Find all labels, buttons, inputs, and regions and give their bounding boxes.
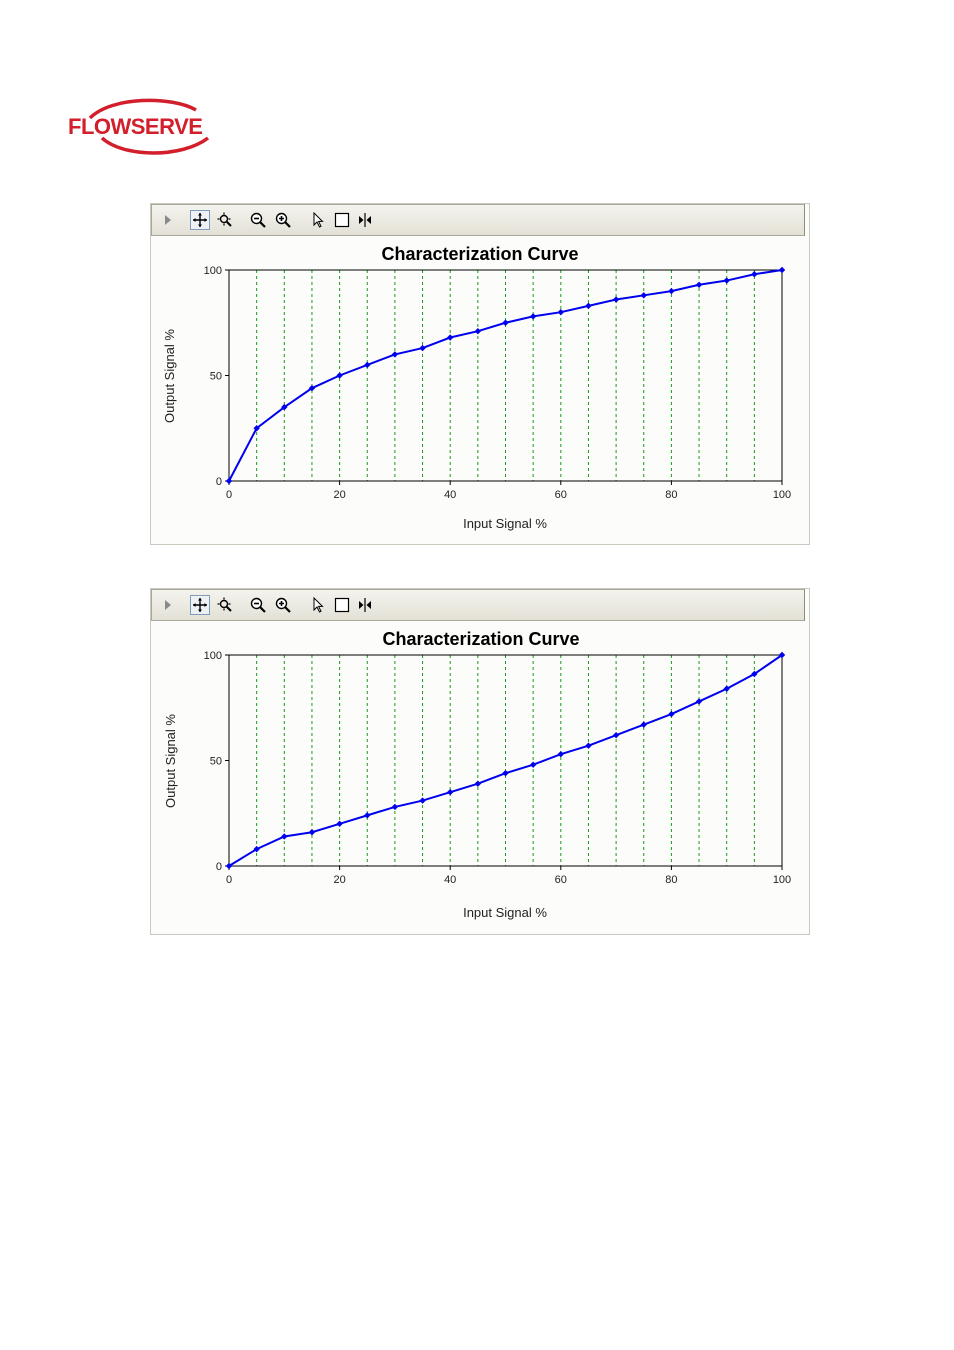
data-point xyxy=(640,721,647,728)
select-box-icon[interactable] xyxy=(332,210,352,230)
zoom-in-icon[interactable] xyxy=(273,595,293,615)
data-point xyxy=(419,344,426,352)
logo-graphic: FLOWSERVE xyxy=(68,98,210,155)
cursor-marker-icon[interactable] xyxy=(355,210,375,230)
data-point xyxy=(778,266,786,274)
chart-plot: Characterization Curve Input Signal % Ou… xyxy=(162,244,791,531)
chart-plot: Characterization Curve Input Signal % Ou… xyxy=(163,629,791,920)
data-point xyxy=(419,797,426,804)
data-point xyxy=(225,477,233,485)
data-point xyxy=(253,425,260,432)
chart-title: Characterization Curve xyxy=(382,629,579,649)
data-point xyxy=(668,287,675,295)
zoom-in-icon[interactable] xyxy=(273,210,293,230)
data-point xyxy=(474,327,482,335)
data-point xyxy=(723,685,730,692)
data-point xyxy=(751,670,758,678)
data-point xyxy=(391,351,399,358)
expand-arrow-icon[interactable] xyxy=(158,210,178,230)
data-point xyxy=(281,833,288,840)
data-point xyxy=(308,384,316,392)
pan-icon[interactable] xyxy=(190,595,210,615)
y-tick-label: 0 xyxy=(216,476,222,488)
data-point xyxy=(502,769,509,777)
x-tick-label: 0 xyxy=(226,489,232,501)
data-point xyxy=(585,302,592,310)
data-point xyxy=(695,281,703,288)
x-axis-label: Input Signal % xyxy=(463,516,547,531)
data-point xyxy=(308,829,316,836)
data-point xyxy=(281,403,288,411)
logo-swoosh-bottom xyxy=(100,136,210,155)
pointer-icon[interactable] xyxy=(308,210,328,230)
chart-panel-1: Characterization Curve Input Signal % Ou… xyxy=(150,203,810,545)
logo-text: FLOWSERVE xyxy=(68,114,202,139)
data-point xyxy=(640,292,647,299)
select-box-icon[interactable] xyxy=(332,595,352,615)
data-point xyxy=(474,780,482,787)
data-point xyxy=(447,334,454,341)
x-tick-label: 100 xyxy=(773,874,791,886)
zoom-area-icon[interactable] xyxy=(215,210,235,230)
flowserve-logo: FLOWSERVE xyxy=(62,96,222,160)
x-tick-label: 100 xyxy=(773,489,791,501)
data-point xyxy=(585,742,592,749)
y-tick-label: 50 xyxy=(210,371,222,383)
x-tick-label: 80 xyxy=(665,874,677,886)
data-point xyxy=(612,731,620,739)
data-point xyxy=(557,309,564,316)
expand-arrow-icon[interactable] xyxy=(158,595,178,615)
chart-title: Characterization Curve xyxy=(381,244,578,264)
data-point xyxy=(668,710,675,718)
data-point xyxy=(364,812,371,819)
data-point xyxy=(253,845,260,853)
zoom-out-icon[interactable] xyxy=(248,210,268,230)
chart-toolbar xyxy=(151,204,805,236)
y-tick-label: 0 xyxy=(216,861,222,873)
data-point xyxy=(336,820,343,827)
logo-swoosh-top xyxy=(88,98,197,120)
data-point xyxy=(364,361,371,369)
data-point xyxy=(225,862,233,870)
x-tick-label: 80 xyxy=(665,489,677,501)
data-point xyxy=(336,372,343,379)
zoom-out-icon[interactable] xyxy=(248,595,268,615)
data-point xyxy=(723,277,730,284)
data-point xyxy=(391,803,399,811)
chart-toolbar xyxy=(151,589,805,621)
y-tick-label: 100 xyxy=(204,650,222,662)
x-tick-label: 0 xyxy=(226,874,232,886)
x-axis-label: Input Signal % xyxy=(463,905,547,920)
x-tick-label: 20 xyxy=(333,489,345,501)
data-point xyxy=(447,788,454,796)
y-tick-label: 100 xyxy=(204,265,222,277)
x-tick-label: 60 xyxy=(555,489,567,501)
pan-icon[interactable] xyxy=(190,210,210,230)
x-tick-label: 20 xyxy=(333,874,345,886)
y-axis-label: Output Signal % xyxy=(162,329,177,423)
y-axis-label: Output Signal % xyxy=(163,714,178,808)
data-point xyxy=(695,698,703,705)
cursor-marker-icon[interactable] xyxy=(355,595,375,615)
pointer-icon[interactable] xyxy=(308,595,328,615)
data-point xyxy=(612,296,620,303)
data-point xyxy=(751,271,758,278)
zoom-area-icon[interactable] xyxy=(215,595,235,615)
data-point xyxy=(778,651,786,659)
x-tick-label: 40 xyxy=(444,874,456,886)
y-tick-label: 50 xyxy=(210,756,222,768)
data-point xyxy=(557,750,564,758)
x-tick-label: 40 xyxy=(444,489,456,501)
data-point xyxy=(502,319,509,326)
data-point xyxy=(529,761,537,768)
chart-panel-2: Characterization Curve Input Signal % Ou… xyxy=(150,588,810,935)
data-point xyxy=(529,313,537,320)
x-tick-label: 60 xyxy=(555,874,567,886)
